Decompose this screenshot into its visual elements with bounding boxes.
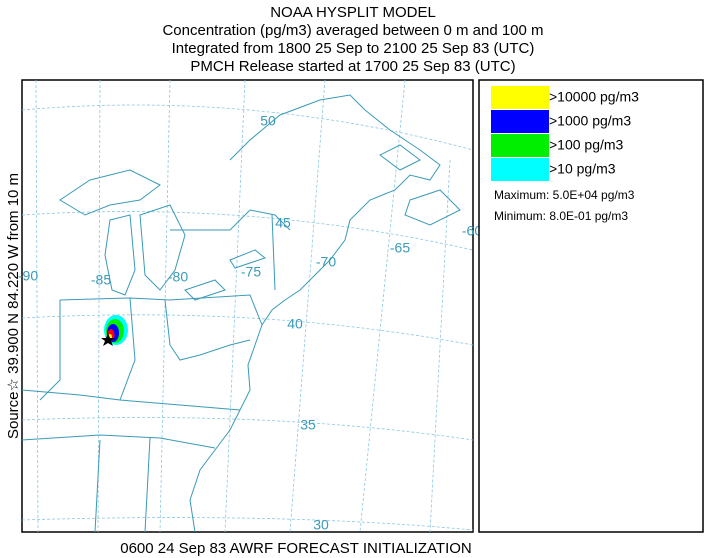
legend-swatch <box>491 110 549 133</box>
legend-swatch <box>491 134 549 157</box>
map: 50 45 -60 -65 -70 -75 -80 -85 -90 40 35 30 <box>18 79 482 533</box>
subtitle: Integrated from 1800 25 Sep to 2100 25 S… <box>172 40 535 57</box>
legend-label: >100 pg/m3 <box>549 137 624 153</box>
subtitle: PMCH Release started at 1700 25 Sep 83 (… <box>190 58 515 75</box>
legend-swatch <box>491 86 549 109</box>
minimum: Minimum: 8.0E-01 pg/m3 <box>494 209 628 223</box>
source-star <box>101 333 115 346</box>
graticule-label: -65 <box>390 240 410 256</box>
subtitle: Concentration (pg/m3) averaged between 0… <box>162 22 543 39</box>
graticule-label: -80 <box>168 269 188 285</box>
graticule-label: 45 <box>275 215 291 231</box>
graticule-label: -75 <box>241 264 261 280</box>
graticule-label: -90 <box>18 268 38 284</box>
graticule-label: 40 <box>287 316 303 332</box>
graticule-label: 50 <box>260 113 276 129</box>
legend-label: >1000 pg/m3 <box>549 113 631 129</box>
graticule-label: 35 <box>300 417 316 433</box>
map-frame <box>21 79 474 533</box>
source-label: Source☆ 39.900 N 84.220 W from 10 m <box>5 173 22 439</box>
plume <box>101 315 128 346</box>
footer: 0600 24 Sep 83 AWRF FORECAST INITIALIZAT… <box>120 540 472 557</box>
maximum: Maximum: 5.0E+04 pg/m3 <box>494 188 635 202</box>
graticule-label: -70 <box>316 254 336 270</box>
legend-label: >10000 pg/m3 <box>549 89 639 105</box>
legend-swatch <box>491 158 549 181</box>
legend-label: >10 pg/m3 <box>549 161 616 177</box>
graticule-label: 30 <box>313 517 329 533</box>
graticule-label: -85 <box>91 272 111 288</box>
graticule-label: -60 <box>462 223 482 239</box>
coastline <box>21 94 461 533</box>
graticule <box>21 79 474 533</box>
title: NOAA HYSPLIT MODEL <box>270 4 436 21</box>
